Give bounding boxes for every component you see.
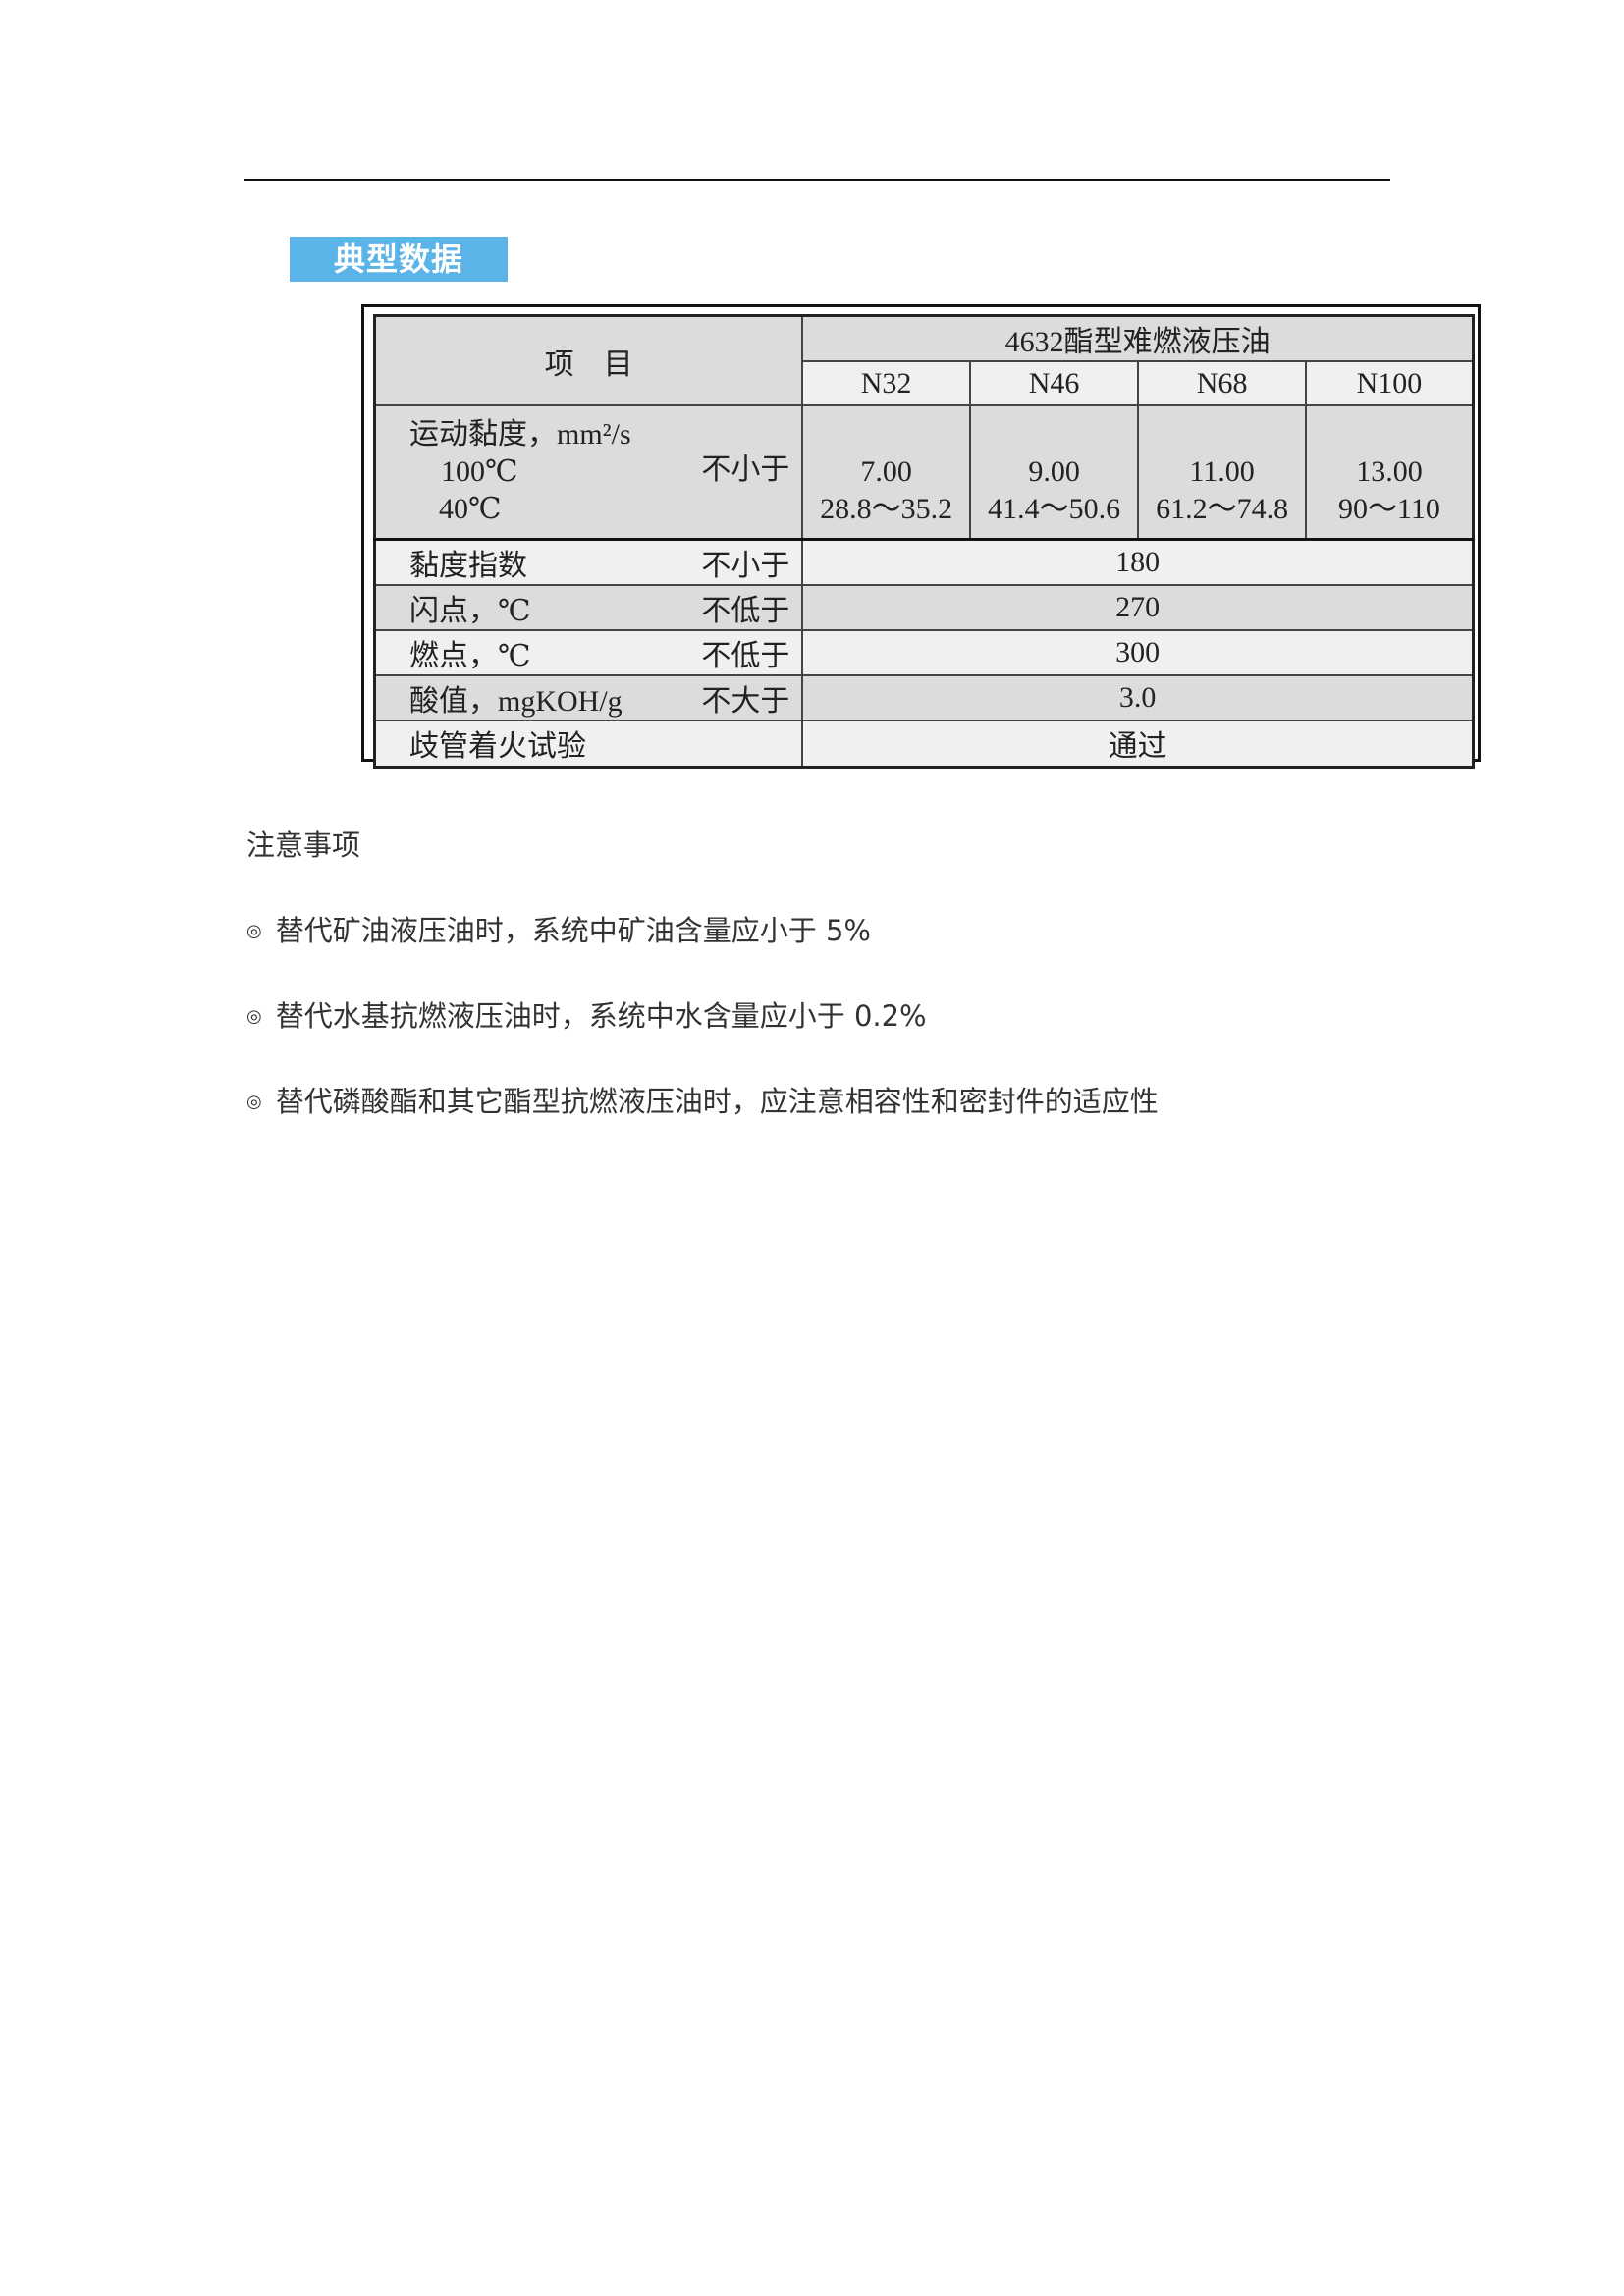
note-text: 替代水基抗燃液压油时，系统中水含量应小于 0.2% [275, 999, 927, 1033]
cell-value: 9.00 [1028, 454, 1080, 488]
table-row: 闪点，℃ 不低于 270 [373, 583, 1475, 631]
note-text: 替代矿油液压油时，系统中矿油含量应小于 5% [275, 914, 871, 947]
row-value: 通过 [801, 719, 1475, 769]
typical-data-table: 项 目 4632酯型难燃液压油 N32 N46 N68 N100 运动黏度，mm… [373, 314, 1475, 769]
section-title-badge: 典型数据 [290, 237, 508, 282]
cell-value: 41.4～50.6 [988, 492, 1121, 525]
table-row: 歧管着火试验 通过 [373, 719, 1475, 769]
row-label: 闪点，℃ [409, 594, 531, 627]
grade-header: N46 [968, 360, 1140, 406]
row-label: 燃点，℃ [409, 639, 531, 672]
row-label: 酸值，mgKOH/g [409, 684, 623, 718]
grade-header: N32 [801, 360, 971, 406]
bullet-icon: ◎ [246, 1092, 262, 1112]
row-label: 歧管着火试验 [409, 730, 586, 764]
table-row: 黏度指数 不小于 180 [373, 537, 1475, 586]
note-item: ◎ 替代磷酸酯和其它酯型抗燃液压油时，应注意相容性和密封件的适应性 [246, 1079, 1159, 1120]
notes-title: 注意事项 [246, 828, 361, 862]
note-text: 替代磷酸酯和其它酯型抗燃液压油时，应注意相容性和密封件的适应性 [275, 1085, 1159, 1118]
table-row: 燃点，℃ 不低于 300 [373, 628, 1475, 676]
grade-header: N100 [1304, 360, 1475, 406]
cell-value: 28.8～35.2 [820, 492, 953, 525]
viscosity-requirement: 不小于 [701, 454, 790, 486]
bullet-icon: ◎ [246, 1006, 262, 1027]
header-rule [244, 179, 1390, 181]
table-row: 酸值，mgKOH/g 不大于 3.0 [373, 673, 1475, 721]
note-item: ◎ 替代水基抗燃液压油时，系统中水含量应小于 0.2% [246, 993, 927, 1035]
typical-data-table-frame: 项 目 4632酯型难燃液压油 N32 N46 N68 N100 运动黏度，mm… [361, 304, 1481, 769]
row-value: 270 [801, 583, 1475, 631]
cell-value: 61.2～74.8 [1156, 492, 1289, 525]
cell-value: 11.00 [1189, 454, 1255, 488]
table-row-viscosity: 运动黏度，mm²/s 100℃ 40℃ 不小于 7.00 28.8～35.2 9.… [373, 404, 1475, 540]
viscosity-100-label: 100℃ [441, 454, 518, 488]
row-label: 黏度指数 [409, 549, 527, 582]
item-header: 项 目 [373, 314, 804, 406]
viscosity-40-label: 40℃ [439, 492, 502, 525]
row-requirement: 不低于 [701, 639, 790, 672]
product-header: 4632酯型难燃液压油 [801, 314, 1475, 362]
cell-value: 90～110 [1338, 492, 1440, 525]
bullet-icon: ◎ [246, 921, 262, 941]
row-requirement: 不低于 [701, 594, 790, 627]
row-value: 3.0 [801, 673, 1475, 721]
row-value: 180 [801, 537, 1475, 586]
viscosity-label-cell: 运动黏度，mm²/s 100℃ 40℃ 不小于 [373, 404, 804, 540]
grade-header: N68 [1137, 360, 1307, 406]
note-item: ◎ 替代矿油液压油时，系统中矿油含量应小于 5% [246, 908, 871, 949]
row-value: 300 [801, 628, 1475, 676]
viscosity-label: 运动黏度，mm²/s [409, 417, 631, 451]
row-requirement: 不大于 [701, 684, 790, 718]
cell-value: 13.00 [1356, 454, 1423, 488]
row-requirement: 不小于 [701, 549, 790, 582]
cell-value: 7.00 [860, 454, 912, 488]
